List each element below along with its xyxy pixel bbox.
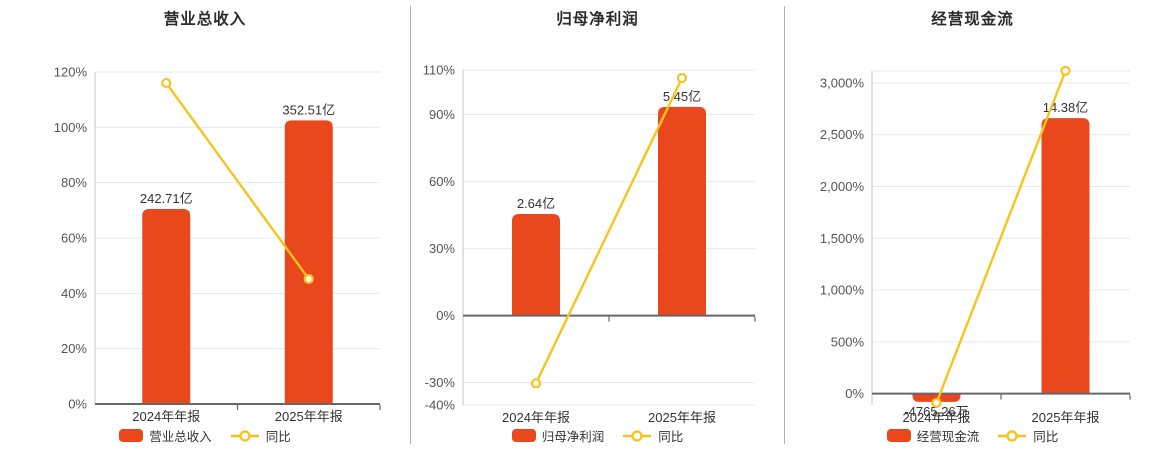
- yoy-point-marker: [161, 77, 172, 89]
- legend-line-label: 同比: [1033, 430, 1059, 444]
- panel-divider: [410, 6, 411, 444]
- revenue-plot-area: 0% 20% 40% 60% 80% 100% 120% 242.71亿 352.51亿 2024…: [54, 65, 381, 424]
- y-tick-label: 0%: [845, 386, 864, 401]
- legend-item-cash-flow-yoy[interactable]: 同比: [997, 426, 1058, 445]
- bar-swatch-icon: [511, 429, 536, 442]
- y-tick-label: 90%: [429, 107, 455, 122]
- category-label: 2024年年报: [502, 410, 570, 425]
- category-label: 2025年年报: [648, 410, 716, 425]
- legend-bar-label: 营业总收入: [149, 430, 212, 444]
- y-tick-label: 3,000%: [820, 75, 865, 90]
- y-tick-label: 80%: [61, 175, 87, 190]
- bar-value-label: 2.64亿: [517, 196, 555, 211]
- operating-cash-flow-bar: [1041, 118, 1090, 394]
- y-tick-label: 1,500%: [820, 231, 865, 246]
- yoy-point-marker: [1060, 65, 1071, 76]
- yoy-trend-line: [935, 69, 1067, 405]
- bar-value-label: -4765.26万: [904, 404, 968, 419]
- bar-swatch-icon: [886, 429, 911, 442]
- yoy-trend-line: [534, 76, 684, 385]
- revenue-chart-panel: 营业总收入 0% 20% 40% 60% 80% 100% 120% 242.71亿 352.5…: [0, 0, 410, 450]
- y-tick-label: 0%: [436, 308, 455, 323]
- y-tick-label: 2,500%: [820, 127, 865, 142]
- yoy-trend-line: [165, 81, 310, 281]
- y-tick-label: 1,000%: [820, 283, 865, 298]
- y-tick-label: 500%: [831, 334, 865, 349]
- legend-bar-label: 归母净利润: [541, 430, 605, 444]
- legend-item-revenue-bar[interactable]: 营业总收入: [119, 426, 212, 445]
- line-marker-icon: [230, 429, 259, 442]
- legend-bar-label: 经营现金流: [916, 430, 980, 444]
- revenue-legend: 营业总收入 同比: [0, 426, 410, 445]
- legend-item-net-profit-yoy[interactable]: 同比: [622, 426, 683, 445]
- yoy-point-marker: [530, 378, 542, 389]
- net-profit-bar: [658, 106, 706, 316]
- y-tick-label: 0%: [68, 397, 87, 412]
- category-label: 2024年年报: [132, 409, 200, 424]
- category-label: 2025年年报: [275, 409, 343, 424]
- y-tick-label: 110%: [423, 63, 456, 78]
- cash-flow-legend: 经营现金流 同比: [785, 426, 1160, 445]
- legend-item-revenue-yoy[interactable]: 同比: [230, 426, 291, 445]
- legend-item-cash-flow-bar[interactable]: 经营现金流: [886, 426, 980, 445]
- category-label: 2024年年报: [903, 410, 971, 425]
- net-profit-chart-title: 归母净利润: [556, 11, 639, 28]
- yoy-point-marker: [303, 273, 314, 285]
- bar-swatch-icon: [119, 429, 144, 442]
- y-tick-label: 100%: [54, 120, 88, 135]
- y-tick-label: 2,000%: [820, 179, 865, 194]
- revenue-bar: [284, 120, 333, 405]
- y-tick-label: 40%: [61, 286, 87, 301]
- y-tick-label: 20%: [61, 341, 87, 356]
- y-tick-label: -30%: [425, 375, 456, 390]
- y-tick-label: 120%: [54, 65, 88, 80]
- line-marker-icon: [998, 429, 1027, 442]
- bar-value-label: 242.71亿: [140, 191, 193, 206]
- y-tick-label: -40%: [425, 398, 456, 413]
- net-profit-chart-panel: 归母净利润 -40% -30% 0% 30% 60% 90% 110% 2.64亿 5.45亿 2…: [410, 0, 785, 450]
- line-marker-icon: [623, 429, 652, 442]
- revenue-bar: [142, 208, 191, 404]
- yoy-point-marker: [931, 397, 942, 409]
- bar-value-label: 5.45亿: [663, 89, 701, 104]
- legend-line-label: 同比: [265, 430, 291, 444]
- legend-item-net-profit-bar[interactable]: 归母净利润: [511, 426, 605, 445]
- legend-line-label: 同比: [658, 430, 684, 444]
- y-tick-label: 30%: [429, 241, 455, 256]
- bar-value-label: 14.38亿: [1043, 100, 1089, 115]
- net-profit-legend: 归母净利润 同比: [410, 426, 785, 445]
- y-tick-label: 60%: [61, 231, 87, 246]
- operating-cash-flow-bar: [912, 393, 961, 402]
- revenue-chart-title: 营业总收入: [163, 11, 247, 28]
- y-tick-label: 60%: [429, 174, 455, 189]
- net-profit-plot-area: -40% -30% 0% 30% 60% 90% 110% 2.64亿 5.45亿 2024年年报…: [423, 63, 756, 425]
- cash-flow-chart-title: 经营现金流: [931, 11, 1014, 28]
- cash-flow-plot-area: 0% 500% 1,000% 1,500% 2,000% 2,500% 3,000% -476…: [820, 65, 1131, 425]
- cash-flow-chart-panel: 经营现金流 0% 500% 1,000% 1,500% 2,000% 2,500% 3,00…: [785, 0, 1160, 450]
- bar-value-label: 352.51亿: [282, 102, 335, 117]
- yoy-point-marker: [676, 72, 688, 84]
- net-profit-bar: [512, 214, 560, 316]
- panel-divider: [784, 6, 785, 444]
- category-label: 2025年年报: [1032, 410, 1100, 425]
